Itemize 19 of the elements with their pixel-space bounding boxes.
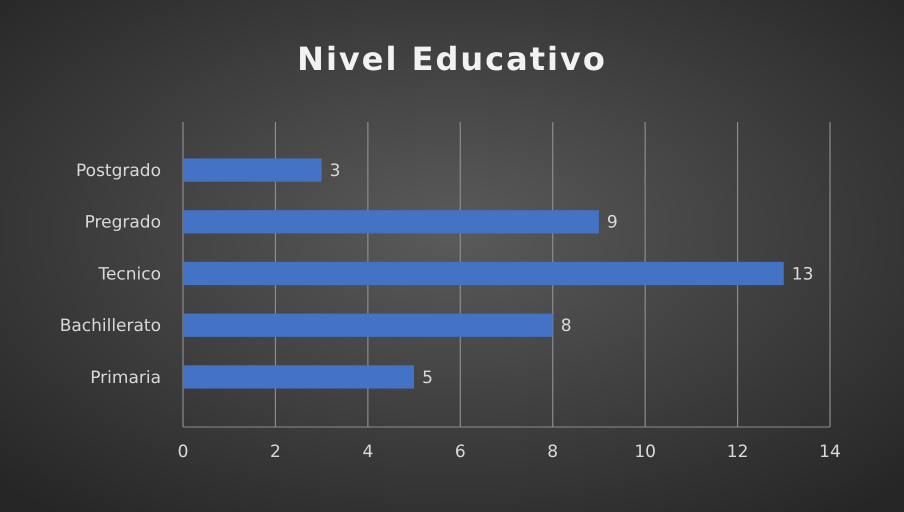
data-label: 3 <box>330 161 340 182</box>
y-tick-label: Postgrado <box>76 161 161 182</box>
x-tick-label: 6 <box>454 442 466 462</box>
y-tick-label: Pregrado <box>84 212 161 233</box>
x-tick-label: 4 <box>362 442 374 462</box>
x-tick-label: 12 <box>726 442 748 462</box>
y-tick-label: Primaria <box>90 368 161 388</box>
data-label: 8 <box>560 316 572 336</box>
x-tick-label: 14 <box>819 442 841 462</box>
x-tick-label: 10 <box>634 442 656 462</box>
data-label: 9 <box>606 212 618 233</box>
chart-title: Nivel Educativo <box>297 40 607 78</box>
y-tick-label: Bachillerato <box>60 316 161 336</box>
x-tick-label: 0 <box>178 442 188 462</box>
x-tick-label: 2 <box>270 442 281 462</box>
x-tick-label: 8 <box>547 442 558 462</box>
y-tick-label: Tecnico <box>97 264 161 284</box>
data-label: 13 <box>792 264 814 284</box>
data-label: 5 <box>422 368 433 388</box>
